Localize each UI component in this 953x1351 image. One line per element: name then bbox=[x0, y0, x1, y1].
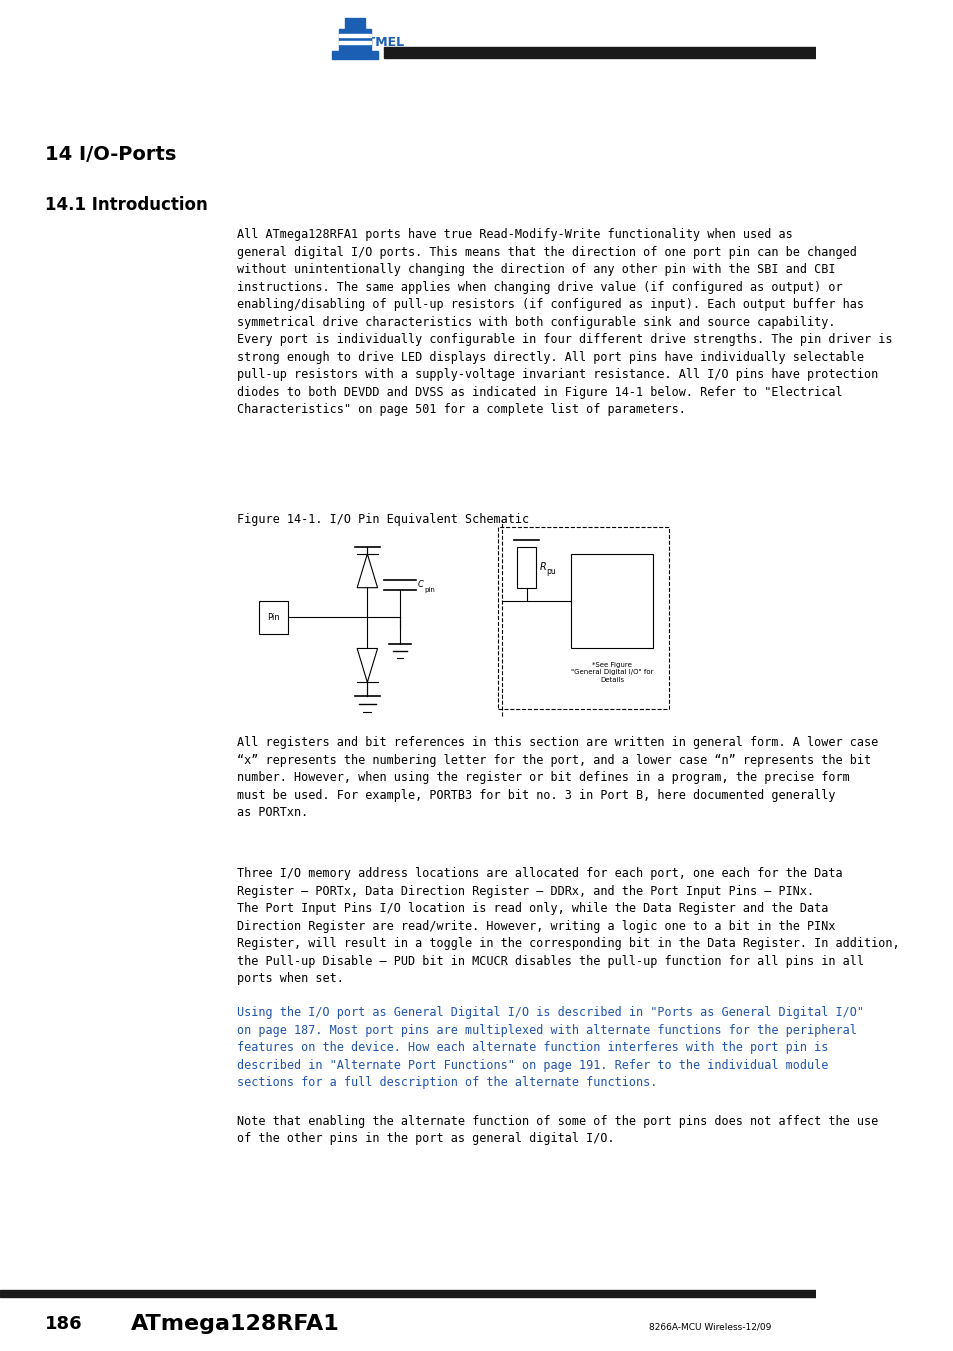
Text: pin: pin bbox=[424, 588, 435, 593]
Bar bbox=[0, 1290, 816, 1297]
Text: ATmega128RFA1: ATmega128RFA1 bbox=[131, 1315, 339, 1333]
Text: All ATmega128RFA1 ports have true Read-Modify-Write functionality when used as
g: All ATmega128RFA1 ports have true Read-M… bbox=[236, 228, 891, 416]
Bar bbox=[338, 28, 371, 50]
Text: Three I/O memory address locations are allocated for each port, one each for the: Three I/O memory address locations are a… bbox=[236, 867, 899, 985]
Text: Note that enabling the alternate function of some of the port pins does not affe: Note that enabling the alternate functio… bbox=[236, 1115, 877, 1146]
Text: Logic: Logic bbox=[597, 596, 626, 607]
Bar bbox=[383, 47, 816, 58]
Bar bbox=[571, 554, 653, 648]
Bar bbox=[258, 601, 288, 634]
Text: pu: pu bbox=[545, 567, 556, 576]
Polygon shape bbox=[356, 554, 377, 588]
Text: Pin: Pin bbox=[267, 613, 279, 621]
Text: 14.1 Introduction: 14.1 Introduction bbox=[45, 196, 208, 213]
Bar bbox=[345, 18, 364, 28]
Bar bbox=[0, 1297, 816, 1351]
Text: R: R bbox=[539, 562, 546, 573]
Text: Figure 14-1. I/O Pin Equivalent Schematic: Figure 14-1. I/O Pin Equivalent Schemati… bbox=[236, 513, 528, 527]
Bar bbox=[497, 527, 669, 709]
Bar bbox=[338, 42, 371, 45]
Bar bbox=[338, 34, 371, 36]
Text: All registers and bit references in this section are written in general form. A : All registers and bit references in this… bbox=[236, 736, 877, 819]
Bar bbox=[332, 50, 377, 58]
Text: 8266A-MCU Wireless-12/09: 8266A-MCU Wireless-12/09 bbox=[648, 1323, 771, 1331]
Polygon shape bbox=[356, 648, 377, 682]
Text: 186: 186 bbox=[45, 1315, 83, 1333]
Bar bbox=[517, 547, 536, 588]
Text: ATMEL: ATMEL bbox=[358, 36, 405, 49]
Text: Using the I/O port as General Digital I/O is described in "Ports as General Digi: Using the I/O port as General Digital I/… bbox=[236, 1006, 862, 1089]
Text: 14 I/O-Ports: 14 I/O-Ports bbox=[45, 145, 176, 163]
Text: C: C bbox=[417, 581, 423, 589]
Text: *See Figure
"General Digital I/O" for
Details: *See Figure "General Digital I/O" for De… bbox=[571, 662, 653, 684]
